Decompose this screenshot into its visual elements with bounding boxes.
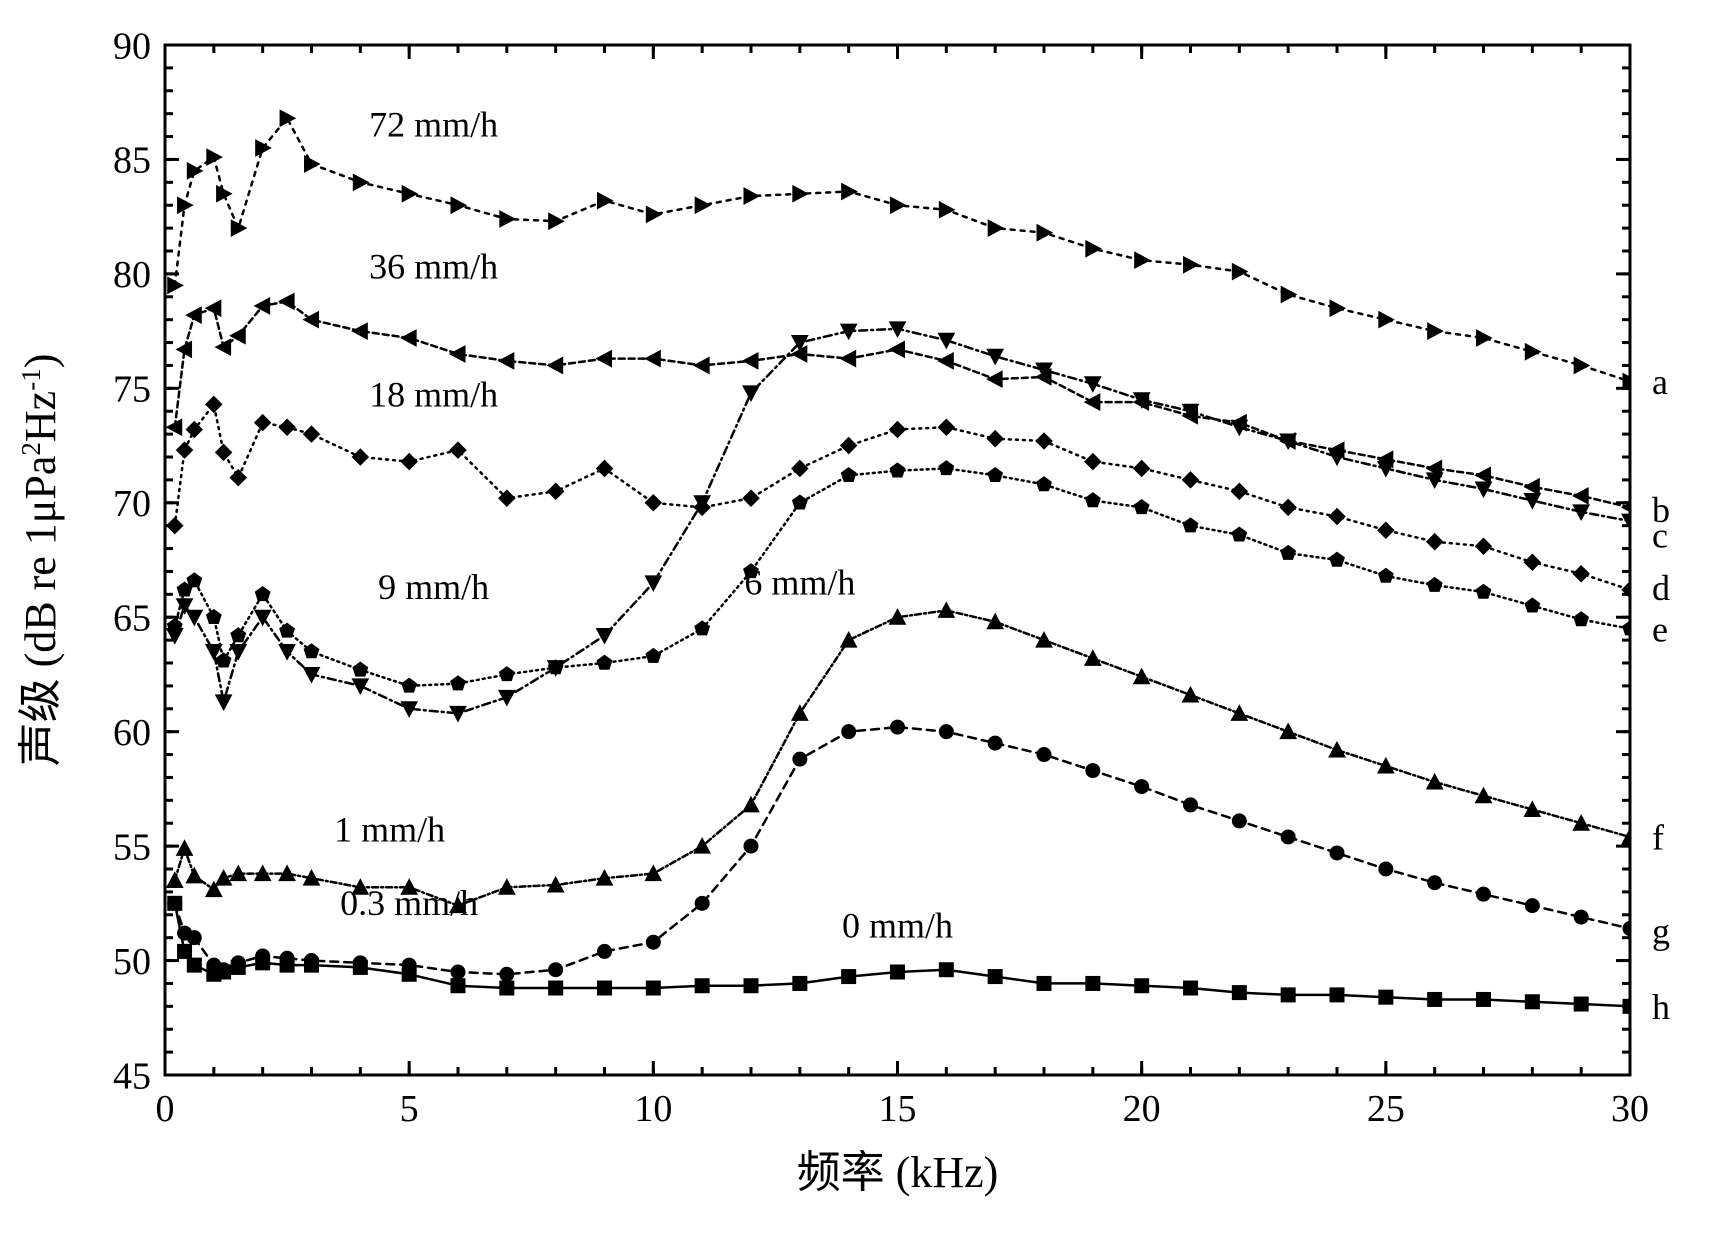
svg-text:5: 5 — [400, 1088, 419, 1130]
svg-text:75: 75 — [113, 369, 151, 411]
series-end-label: h — [1652, 987, 1670, 1027]
inline-label: 18 mm/h — [369, 375, 498, 415]
svg-text:0: 0 — [156, 1088, 175, 1130]
svg-text:10: 10 — [634, 1088, 672, 1130]
series-end-label: a — [1652, 362, 1668, 402]
svg-text:15: 15 — [879, 1088, 917, 1130]
svg-text:55: 55 — [113, 826, 151, 868]
svg-text:30: 30 — [1611, 1088, 1649, 1130]
inline-label: 9 mm/h — [378, 567, 489, 607]
svg-text:65: 65 — [113, 598, 151, 640]
inline-label: 6 mm/h — [744, 562, 855, 602]
svg-text:80: 80 — [113, 254, 151, 296]
svg-text:20: 20 — [1123, 1088, 1161, 1130]
svg-text:90: 90 — [113, 25, 151, 67]
series-end-label: g — [1652, 911, 1670, 951]
inline-label: 0.3 mm/h — [340, 883, 478, 923]
series-end-label: c — [1652, 515, 1668, 555]
series-end-label: e — [1652, 609, 1668, 649]
svg-text:70: 70 — [113, 483, 151, 525]
svg-text:频率 (kHz): 频率 (kHz) — [797, 1148, 999, 1197]
svg-text:60: 60 — [113, 712, 151, 754]
svg-text:50: 50 — [113, 941, 151, 983]
chart-root: 0 5 10 15 20 25 30 频率 (kHz) 45 50 55 60 65 70 75 80 85 90… — [0, 0, 1711, 1238]
inline-label: 0 mm/h — [842, 906, 953, 946]
svg-text:85: 85 — [113, 140, 151, 182]
svg-text:声级 (dB re 1μPa2Hz-1): 声级 (dB re 1μPa2Hz-1) — [16, 354, 65, 767]
inline-label: 72 mm/h — [369, 105, 498, 145]
series-end-label: d — [1652, 568, 1670, 608]
chart-svg: 0 5 10 15 20 25 30 频率 (kHz) 45 50 55 60 65 70 75 80 85 90… — [0, 0, 1711, 1238]
svg-text:45: 45 — [113, 1055, 151, 1097]
inline-label: 1 mm/h — [334, 810, 445, 850]
series-end-label: f — [1652, 818, 1664, 858]
svg-text:25: 25 — [1367, 1088, 1405, 1130]
inline-label: 36 mm/h — [369, 246, 498, 286]
